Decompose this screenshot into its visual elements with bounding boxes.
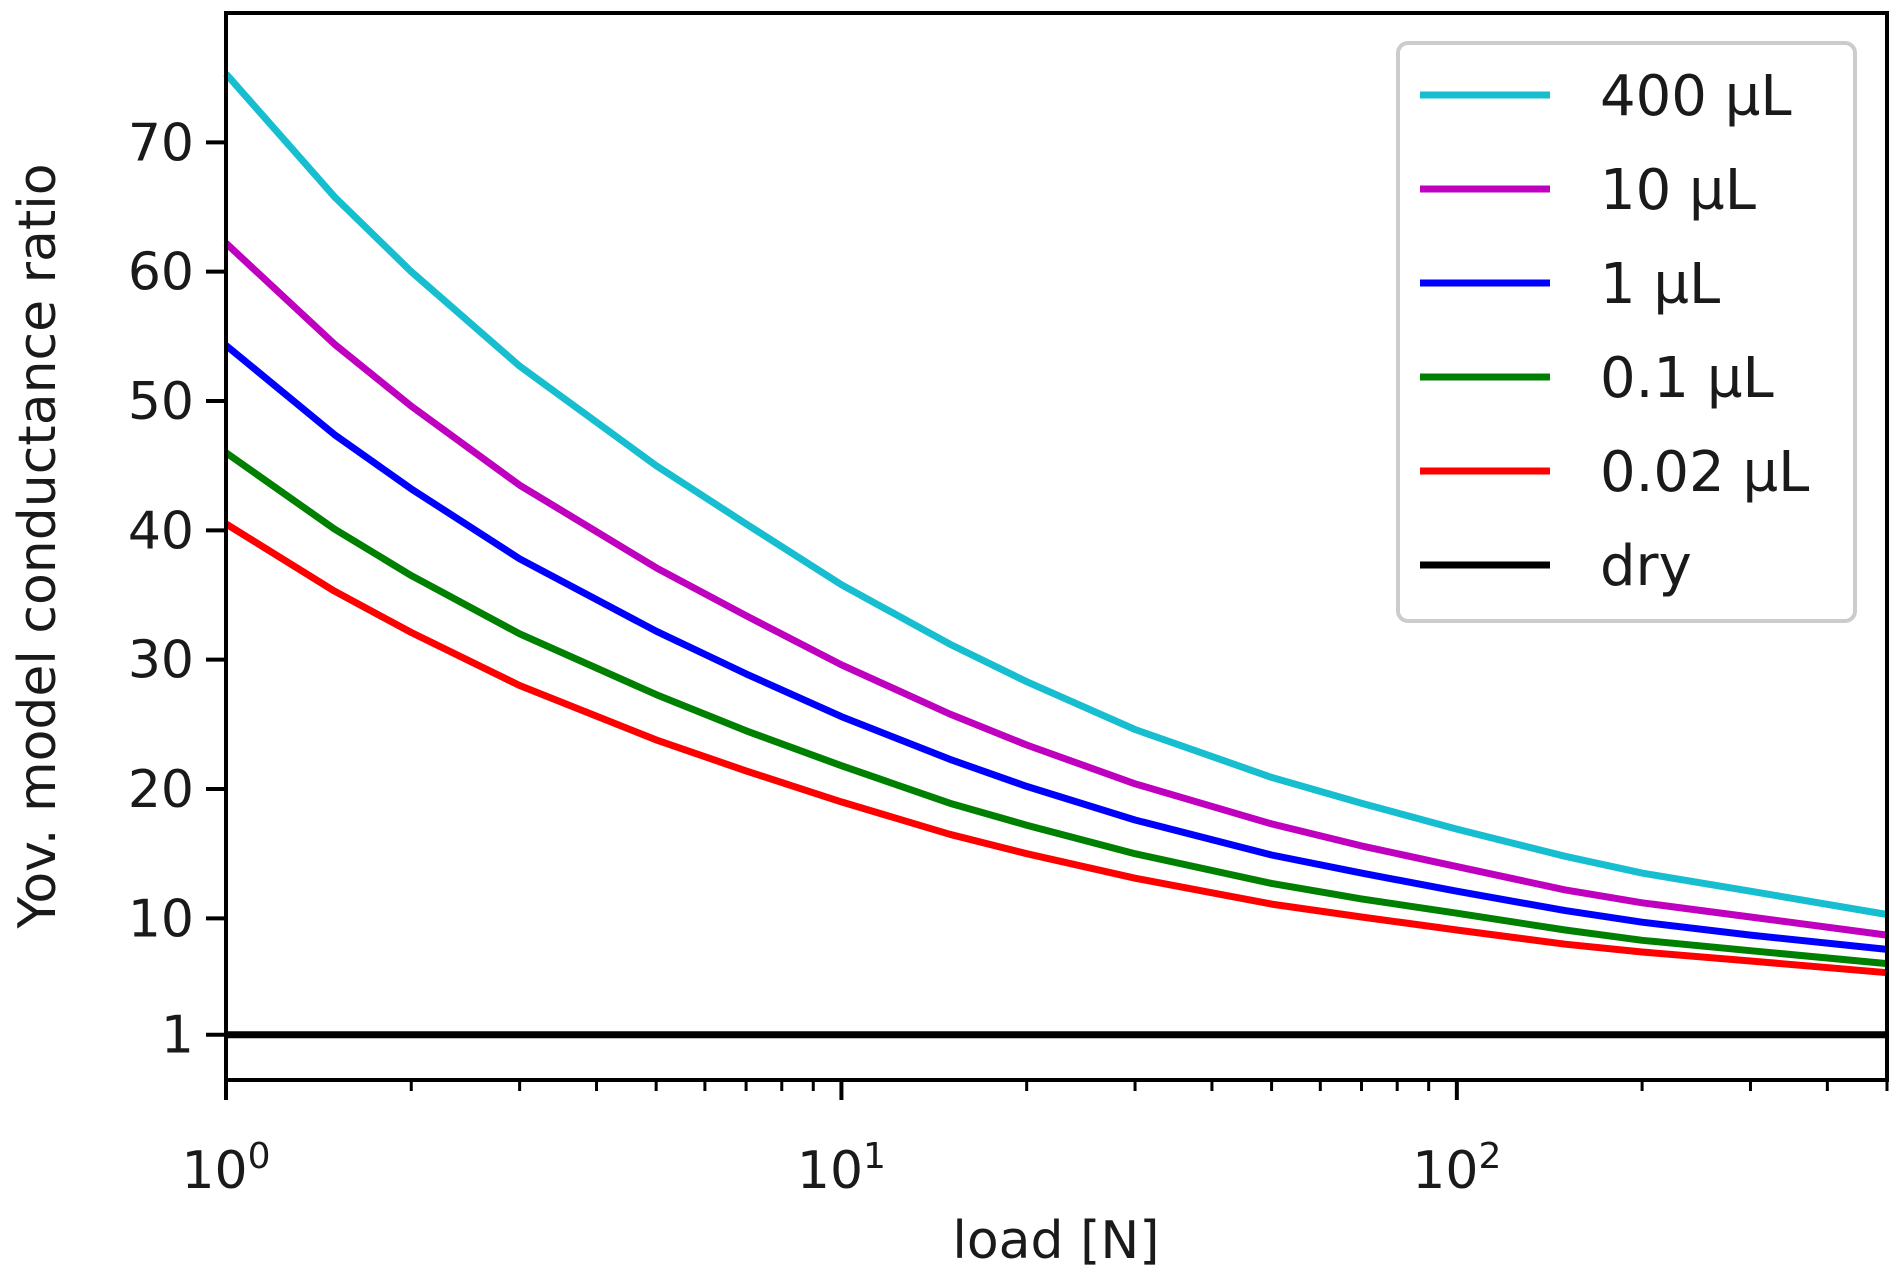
legend: 400 µL 10 µL 1 µL 0.1 µL 0.02 µL dry [1396,41,1857,623]
legend-label: 0.1 µL [1600,346,1774,411]
y-tick-label: 10 [128,889,194,949]
legend-label: dry [1600,534,1692,599]
x-tick-label: 102 [1412,1136,1501,1201]
y-tick-label: 40 [128,501,194,561]
y-axis-label: Yov. model conductance ratio [8,163,68,929]
series-line-10-l [223,240,1888,939]
y-tick-label: 30 [128,631,194,691]
series-line-0.1-l [223,449,1888,968]
y-tick-label: 50 [128,372,194,432]
series-line-400-l [223,71,1888,918]
x-axis-label: load [N] [952,1211,1159,1271]
y-tick-label: 1 [161,1006,194,1066]
plot-area [223,71,1888,1039]
x-tick-label: 101 [797,1136,886,1201]
y-axis: 1 10 20 30 40 50 60 70 [128,113,226,1066]
x-tick-label: 100 [181,1136,270,1201]
x-axis: 100 101 102 [181,1080,1889,1201]
series-line-0.02-l [224,520,1888,977]
axes-frame [224,11,1889,1082]
legend-label: 0.02 µL [1600,440,1809,505]
legend-label: 400 µL [1600,64,1792,129]
y-tick-label: 70 [128,113,194,173]
y-tick-label: 60 [128,243,194,303]
legend-label: 1 µL [1600,252,1720,317]
y-tick-label: 20 [128,760,194,820]
legend-label: 10 µL [1600,158,1756,223]
series-line-1-l [223,342,1888,953]
